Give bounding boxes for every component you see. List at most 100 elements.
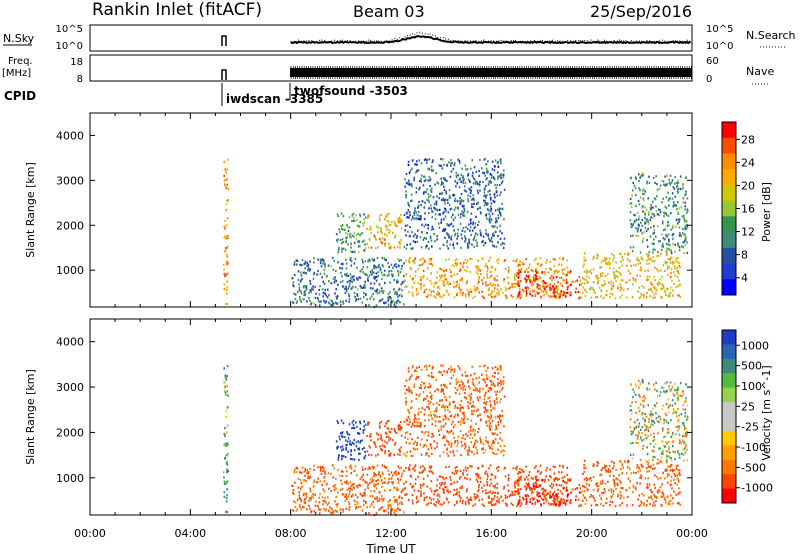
x-tick-labels: 00:00 04:00 08:00 12:00 16:00 20:00 00:00 bbox=[74, 527, 708, 540]
cpid-iwdscan-text: iwdscan -3385 bbox=[226, 92, 323, 106]
freq-tick-top: 18 bbox=[70, 57, 83, 68]
y-tick-label: 4000 bbox=[56, 129, 84, 142]
colorbar-tick-label: -1000 bbox=[741, 482, 773, 495]
velocity-region-0 bbox=[222, 365, 230, 514]
colorbar-swatch bbox=[722, 430, 736, 446]
power-colorbar-label: Power [dB] bbox=[760, 182, 773, 242]
freq-tick-bottom: 8 bbox=[77, 74, 83, 85]
y-tick-label: 1000 bbox=[56, 472, 84, 485]
x-tick-label: 20:00 bbox=[576, 527, 608, 540]
colorbar-tick-label: 500 bbox=[741, 360, 762, 373]
nsky-series bbox=[290, 35, 692, 45]
station-title: Rankin Inlet (fitACF) bbox=[92, 0, 262, 20]
colorbar-tick-label: 25 bbox=[741, 400, 755, 413]
y-tick-label: 2000 bbox=[56, 219, 84, 232]
velocity-region-4 bbox=[404, 464, 569, 508]
freq-iwdscan-blip bbox=[221, 69, 227, 80]
colorbar-swatch bbox=[722, 402, 736, 417]
x-axis-label: Time UT bbox=[365, 542, 416, 554]
power-colorbar: 28 24 20 16 12 8 4 bbox=[721, 121, 755, 296]
velocity-region-1 bbox=[335, 419, 367, 462]
colorbar-swatch bbox=[722, 474, 736, 490]
velocity-region-5 bbox=[517, 477, 581, 508]
colorbar-tick-label: -25 bbox=[741, 421, 759, 434]
nsearch-tick-top: 10^5 bbox=[706, 24, 733, 35]
colorbar-tick-label: 20 bbox=[741, 179, 755, 192]
colorbar-swatch bbox=[722, 488, 736, 504]
colorbar-swatch bbox=[722, 153, 736, 170]
power-region-3 bbox=[291, 256, 405, 309]
x-tick-label: 12:00 bbox=[375, 527, 407, 540]
power-scatter bbox=[222, 157, 689, 309]
colorbar-swatch bbox=[722, 358, 736, 374]
nsky-iwdscan-blip bbox=[221, 35, 227, 46]
velocity-region-7 bbox=[629, 378, 689, 462]
nave-tick-top: 60 bbox=[706, 56, 719, 67]
beam-title: Beam 03 bbox=[353, 2, 425, 21]
power-panel-frame bbox=[89, 112, 693, 308]
colorbar-swatch bbox=[722, 279, 736, 296]
colorbar-tick-label: 16 bbox=[741, 203, 755, 216]
velocity-colorbar: 1000 500 100 25 -25 -100 -500 -1000 bbox=[721, 329, 773, 504]
nsky-tick-bottom: 10^0 bbox=[56, 41, 83, 52]
colorbar-tick-label: 8 bbox=[741, 249, 748, 262]
velocity-region-8 bbox=[403, 364, 506, 458]
x-tick-label: 00:00 bbox=[676, 527, 708, 540]
velocity-scatter bbox=[222, 364, 689, 517]
y-tick-label: 4000 bbox=[56, 336, 84, 349]
velocity-region-3 bbox=[291, 464, 405, 517]
colorbar-swatch bbox=[722, 232, 736, 249]
power-region-8 bbox=[403, 157, 506, 250]
colorbar-swatch bbox=[722, 169, 736, 186]
nsearch-series bbox=[290, 31, 691, 43]
x-tick-label: 04:00 bbox=[174, 527, 206, 540]
freq-unit: [MHz] bbox=[2, 68, 31, 79]
colorbar-tick-label: -500 bbox=[741, 461, 766, 474]
colorbar-swatch bbox=[722, 445, 736, 461]
y-tick-label: 1000 bbox=[56, 264, 84, 277]
colorbar-tick-label: 28 bbox=[741, 133, 755, 146]
y-tick-label: 3000 bbox=[56, 174, 84, 187]
colorbar-tick-label: 24 bbox=[741, 156, 755, 169]
colorbar-swatch bbox=[722, 330, 736, 345]
x-tick-label: 00:00 bbox=[74, 527, 106, 540]
colorbar-swatch bbox=[722, 387, 736, 403]
colorbar-swatch bbox=[722, 459, 736, 475]
freq-label: Freq. bbox=[8, 56, 33, 67]
power-region-5 bbox=[517, 270, 581, 300]
colorbar-swatch bbox=[722, 122, 736, 139]
colorbar-swatch bbox=[722, 373, 736, 389]
nave-label: Nave bbox=[746, 65, 774, 78]
colorbar-tick-label: -100 bbox=[741, 441, 766, 454]
power-ylabel: Slant Range [km] bbox=[24, 162, 37, 258]
colorbar-swatch bbox=[722, 137, 736, 154]
power-axes: 4000 3000 2000 1000 bbox=[56, 113, 693, 307]
velocity-panel-frame bbox=[89, 318, 693, 516]
colorbar-tick-label: 12 bbox=[741, 226, 755, 239]
x-tick-label: 16:00 bbox=[475, 527, 507, 540]
nsky-label: N.Sky bbox=[3, 32, 35, 45]
velocity-ylabel: Slant Range [km] bbox=[24, 369, 37, 465]
colorbar-swatch bbox=[722, 416, 736, 432]
y-tick-label: 3000 bbox=[56, 381, 84, 394]
nsearch-tick-bottom: 10^0 bbox=[706, 41, 733, 52]
colorbar-frame bbox=[721, 329, 737, 504]
y-tick-label: 2000 bbox=[56, 426, 84, 439]
nsky-tick-top: 10^5 bbox=[56, 24, 83, 35]
power-region-6 bbox=[579, 252, 682, 300]
colorbar-swatch bbox=[722, 200, 736, 217]
nsky-strip-frame bbox=[89, 24, 693, 52]
velocity-region-2 bbox=[366, 419, 403, 457]
colorbar-swatch bbox=[722, 344, 736, 360]
date-title: 25/Sep/2016 bbox=[590, 2, 692, 21]
colorbar-swatch bbox=[722, 216, 736, 233]
velocity-region-6 bbox=[579, 459, 682, 508]
colorbar-swatch bbox=[722, 184, 736, 202]
colorbar-tick-label: 4 bbox=[741, 272, 748, 285]
power-region-2 bbox=[366, 212, 403, 250]
velocity-axes: 4000 3000 2000 1000 bbox=[56, 319, 693, 515]
colorbar-tick-label: 1000 bbox=[741, 339, 769, 352]
power-region-7 bbox=[629, 172, 689, 255]
colorbar-swatch bbox=[722, 263, 736, 280]
